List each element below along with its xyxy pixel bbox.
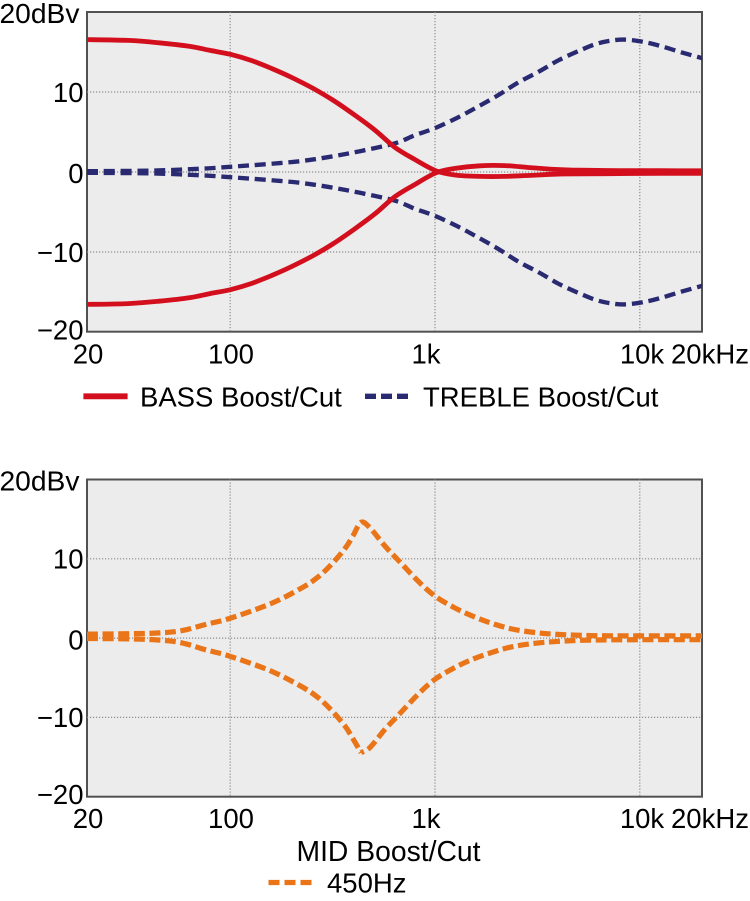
svg-text:10k: 10k [620,803,665,834]
svg-text:TREBLE Boost/Cut: TREBLE Boost/Cut [423,381,659,412]
svg-text:10: 10 [53,544,84,575]
svg-text:100: 100 [208,803,254,834]
svg-text:1k: 1k [411,339,440,370]
svg-text:20kHz: 20kHz [671,803,749,834]
svg-text:MID Boost/Cut: MID Boost/Cut [297,835,481,867]
svg-text:−10: −10 [37,237,84,268]
svg-text:20: 20 [73,339,104,370]
svg-text:10k: 10k [620,339,665,370]
svg-text:20kHz: 20kHz [671,339,749,370]
svg-text:0: 0 [68,624,83,655]
svg-text:20dBv: 20dBv [0,0,79,29]
svg-text:100: 100 [208,339,254,370]
svg-text:20dBv: 20dBv [0,464,79,496]
svg-text:−20: −20 [37,314,84,345]
svg-text:10: 10 [53,77,84,108]
svg-text:20: 20 [73,803,104,834]
svg-text:0: 0 [68,158,83,189]
svg-text:−10: −10 [37,702,84,733]
svg-text:1k: 1k [411,803,440,834]
svg-text:450Hz: 450Hz [327,868,407,899]
svg-text:BASS Boost/Cut: BASS Boost/Cut [140,381,342,412]
svg-text:−20: −20 [37,779,84,810]
